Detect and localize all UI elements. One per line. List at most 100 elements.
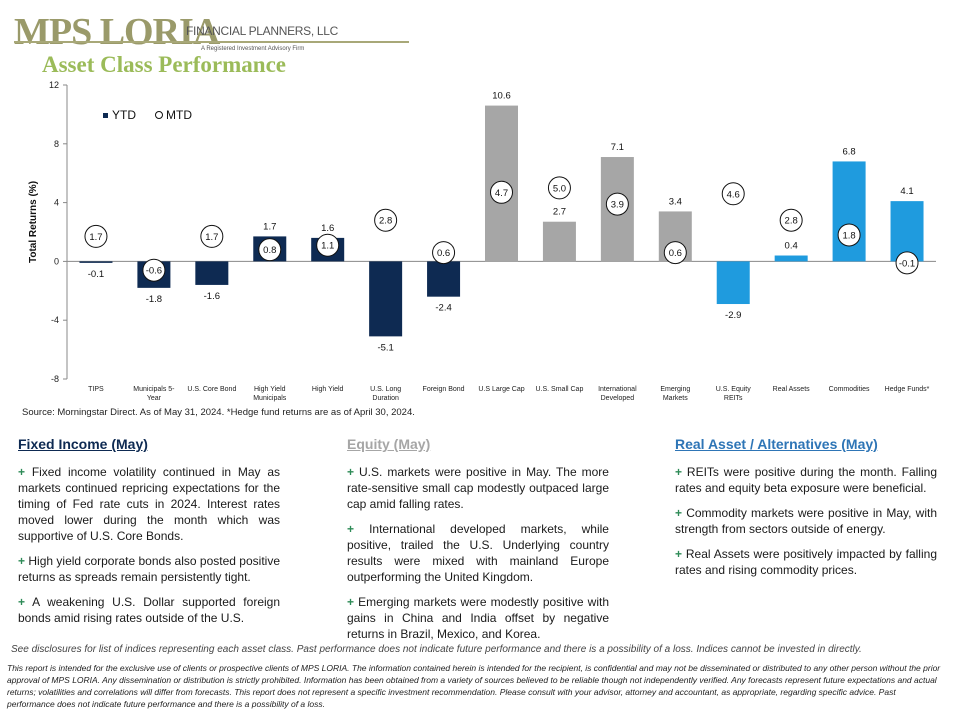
bullet-text: A weakening U.S. Dollar supported foreig… [18,595,281,625]
equity-point: + U.S. markets were positive in May. The… [347,464,609,512]
x-category-label-line: High Yield [312,386,344,393]
x-category-label: U.S Large Cap [478,386,524,393]
mtd-marker [721,182,745,206]
mtd-data-label: 2.8 [379,216,392,227]
bullet-text: Emerging markets were modestly positive … [347,595,609,641]
mtd-data-label: 1.7 [89,232,102,243]
x-category-label: U.S. Small Cap [536,386,584,393]
x-category-label-line: U.S. Long [370,386,401,393]
mtd-marker [84,224,108,248]
mtd-data-label: 5.0 [553,183,566,194]
x-category-label-line: U.S. Core Bond [187,386,236,393]
mtd-data-label: 1.8 [842,230,855,241]
x-category-label: Municipals 5- Year [133,386,175,402]
ytd-data-label: -5.1 [377,342,393,353]
ytd-data-label: -2.4 [435,303,451,314]
mtd-data-label: 0.6 [669,248,682,259]
source-note: Source: Morningstar Direct. As of May 31… [22,407,415,418]
x-category-label-line: Commodities [829,386,870,393]
real-assets-section: Real Asset / Alternatives (May) + REITs … [675,436,937,587]
mtd-marker [432,241,456,265]
ytd-bar [195,261,229,285]
bullet-text: International developed markets, while p… [347,522,609,584]
real-assets-title: Real Asset / Alternatives (May) [675,436,878,452]
x-category-label-line: Municipals [253,395,287,402]
ytd-data-label: 0.4 [785,241,798,252]
plus-bullet: + [675,506,683,520]
mtd-data-label: 4.7 [495,188,508,199]
ytd-data-label: 3.4 [669,196,682,207]
mtd-marker [200,224,224,248]
equity-section: Equity (May) + U.S. markets were positiv… [347,436,609,651]
x-category-label-line: Year [147,395,162,402]
plus-bullet: + [347,465,355,479]
ytd-bar [542,221,576,262]
x-category-label-line: Duration [372,395,399,402]
plus-bullet: + [18,595,26,609]
equity-point: + International developed markets, while… [347,521,609,585]
legend-ytd-label: YTD [112,108,136,122]
bullet-text: Commodity markets were positive in May, … [675,506,937,536]
x-category-label-line: Municipals 5- [133,386,175,393]
real-assets-point: + REITs were positive during the month. … [675,464,937,496]
plus-bullet: + [675,547,683,561]
equity-title: Equity (May) [347,436,431,452]
mtd-marker [547,176,571,200]
ytd-bar [369,261,403,337]
x-category-label: Hedge Funds* [885,386,930,393]
x-category-label-line: TIPS [88,386,104,393]
bullet-text: U.S. markets were positive in May. The m… [347,465,609,511]
x-category-label-line: International [598,386,637,393]
mtd-data-label: -0.6 [146,266,162,277]
x-category-label: U.S. Equity REITs [716,386,752,402]
plus-bullet: + [675,465,683,479]
equity-point: + Emerging markets were modestly positiv… [347,594,609,642]
ytd-data-label: 4.1 [900,186,913,197]
bullet-text: High yield corporate bonds also posted p… [18,554,280,584]
x-category-label: High Yield [312,386,344,393]
y-tick-label: 0 [54,256,59,266]
x-category-label: TIPS [88,386,104,393]
x-category-label-line: Developed [601,395,635,402]
ytd-bar [427,261,461,297]
x-category-label-line: U.S. Small Cap [536,386,584,393]
x-category-label-line: U.S Large Cap [478,386,524,393]
ytd-bar [774,255,808,262]
mtd-data-label: 0.6 [437,248,450,259]
y-tick-label: -8 [51,374,59,384]
mtd-marker [490,180,513,204]
logo-text: MPS LORIA [14,11,220,53]
y-tick-label: 12 [49,80,59,90]
ytd-data-label: 1.6 [321,223,334,234]
mtd-data-label: 4.6 [727,189,740,200]
mtd-data-label: 1.7 [205,232,218,243]
mtd-data-label: -0.1 [899,258,915,269]
x-category-label: High Yield Municipals [253,386,287,402]
legend-mtd-label: MTD [166,108,192,122]
x-category-label-line: REITs [724,395,743,402]
mtd-marker [316,233,340,257]
legend-mtd-marker [155,111,163,119]
bullet-text: Real Assets were positively impacted by … [675,547,937,577]
fixed-income-title: Fixed Income (May) [18,436,148,452]
bullet-text: REITs were positive during the month. Fa… [675,465,937,495]
mtd-marker [142,258,166,282]
mtd-marker [374,208,398,232]
ytd-data-label: -0.1 [88,269,104,280]
mtd-marker [605,192,629,216]
fixed-income-point: + Fixed income volatility continued in M… [18,464,280,544]
ytd-bar [716,261,750,305]
x-category-label-line: Emerging [660,386,690,393]
x-category-label-line: High Yield [254,386,286,393]
fixed-income-point: + A weakening U.S. Dollar supported fore… [18,594,280,626]
logo-tagline: A Registered Investment Advisory Firm [201,46,305,52]
x-category-label: Real Assets [773,386,810,393]
mtd-data-label: 1.1 [321,241,334,252]
mtd-marker [779,208,803,232]
ytd-data-label: 1.7 [263,221,276,232]
mps-loria-logo: MPS LORIA FINANCIAL PLANNERS, LLC A Regi… [14,8,414,58]
y-tick-label: 4 [54,198,59,208]
page-title: Asset Class Performance [42,52,286,77]
ytd-data-label: 6.8 [842,146,855,157]
x-category-label: U.S. Long Duration [370,386,401,402]
